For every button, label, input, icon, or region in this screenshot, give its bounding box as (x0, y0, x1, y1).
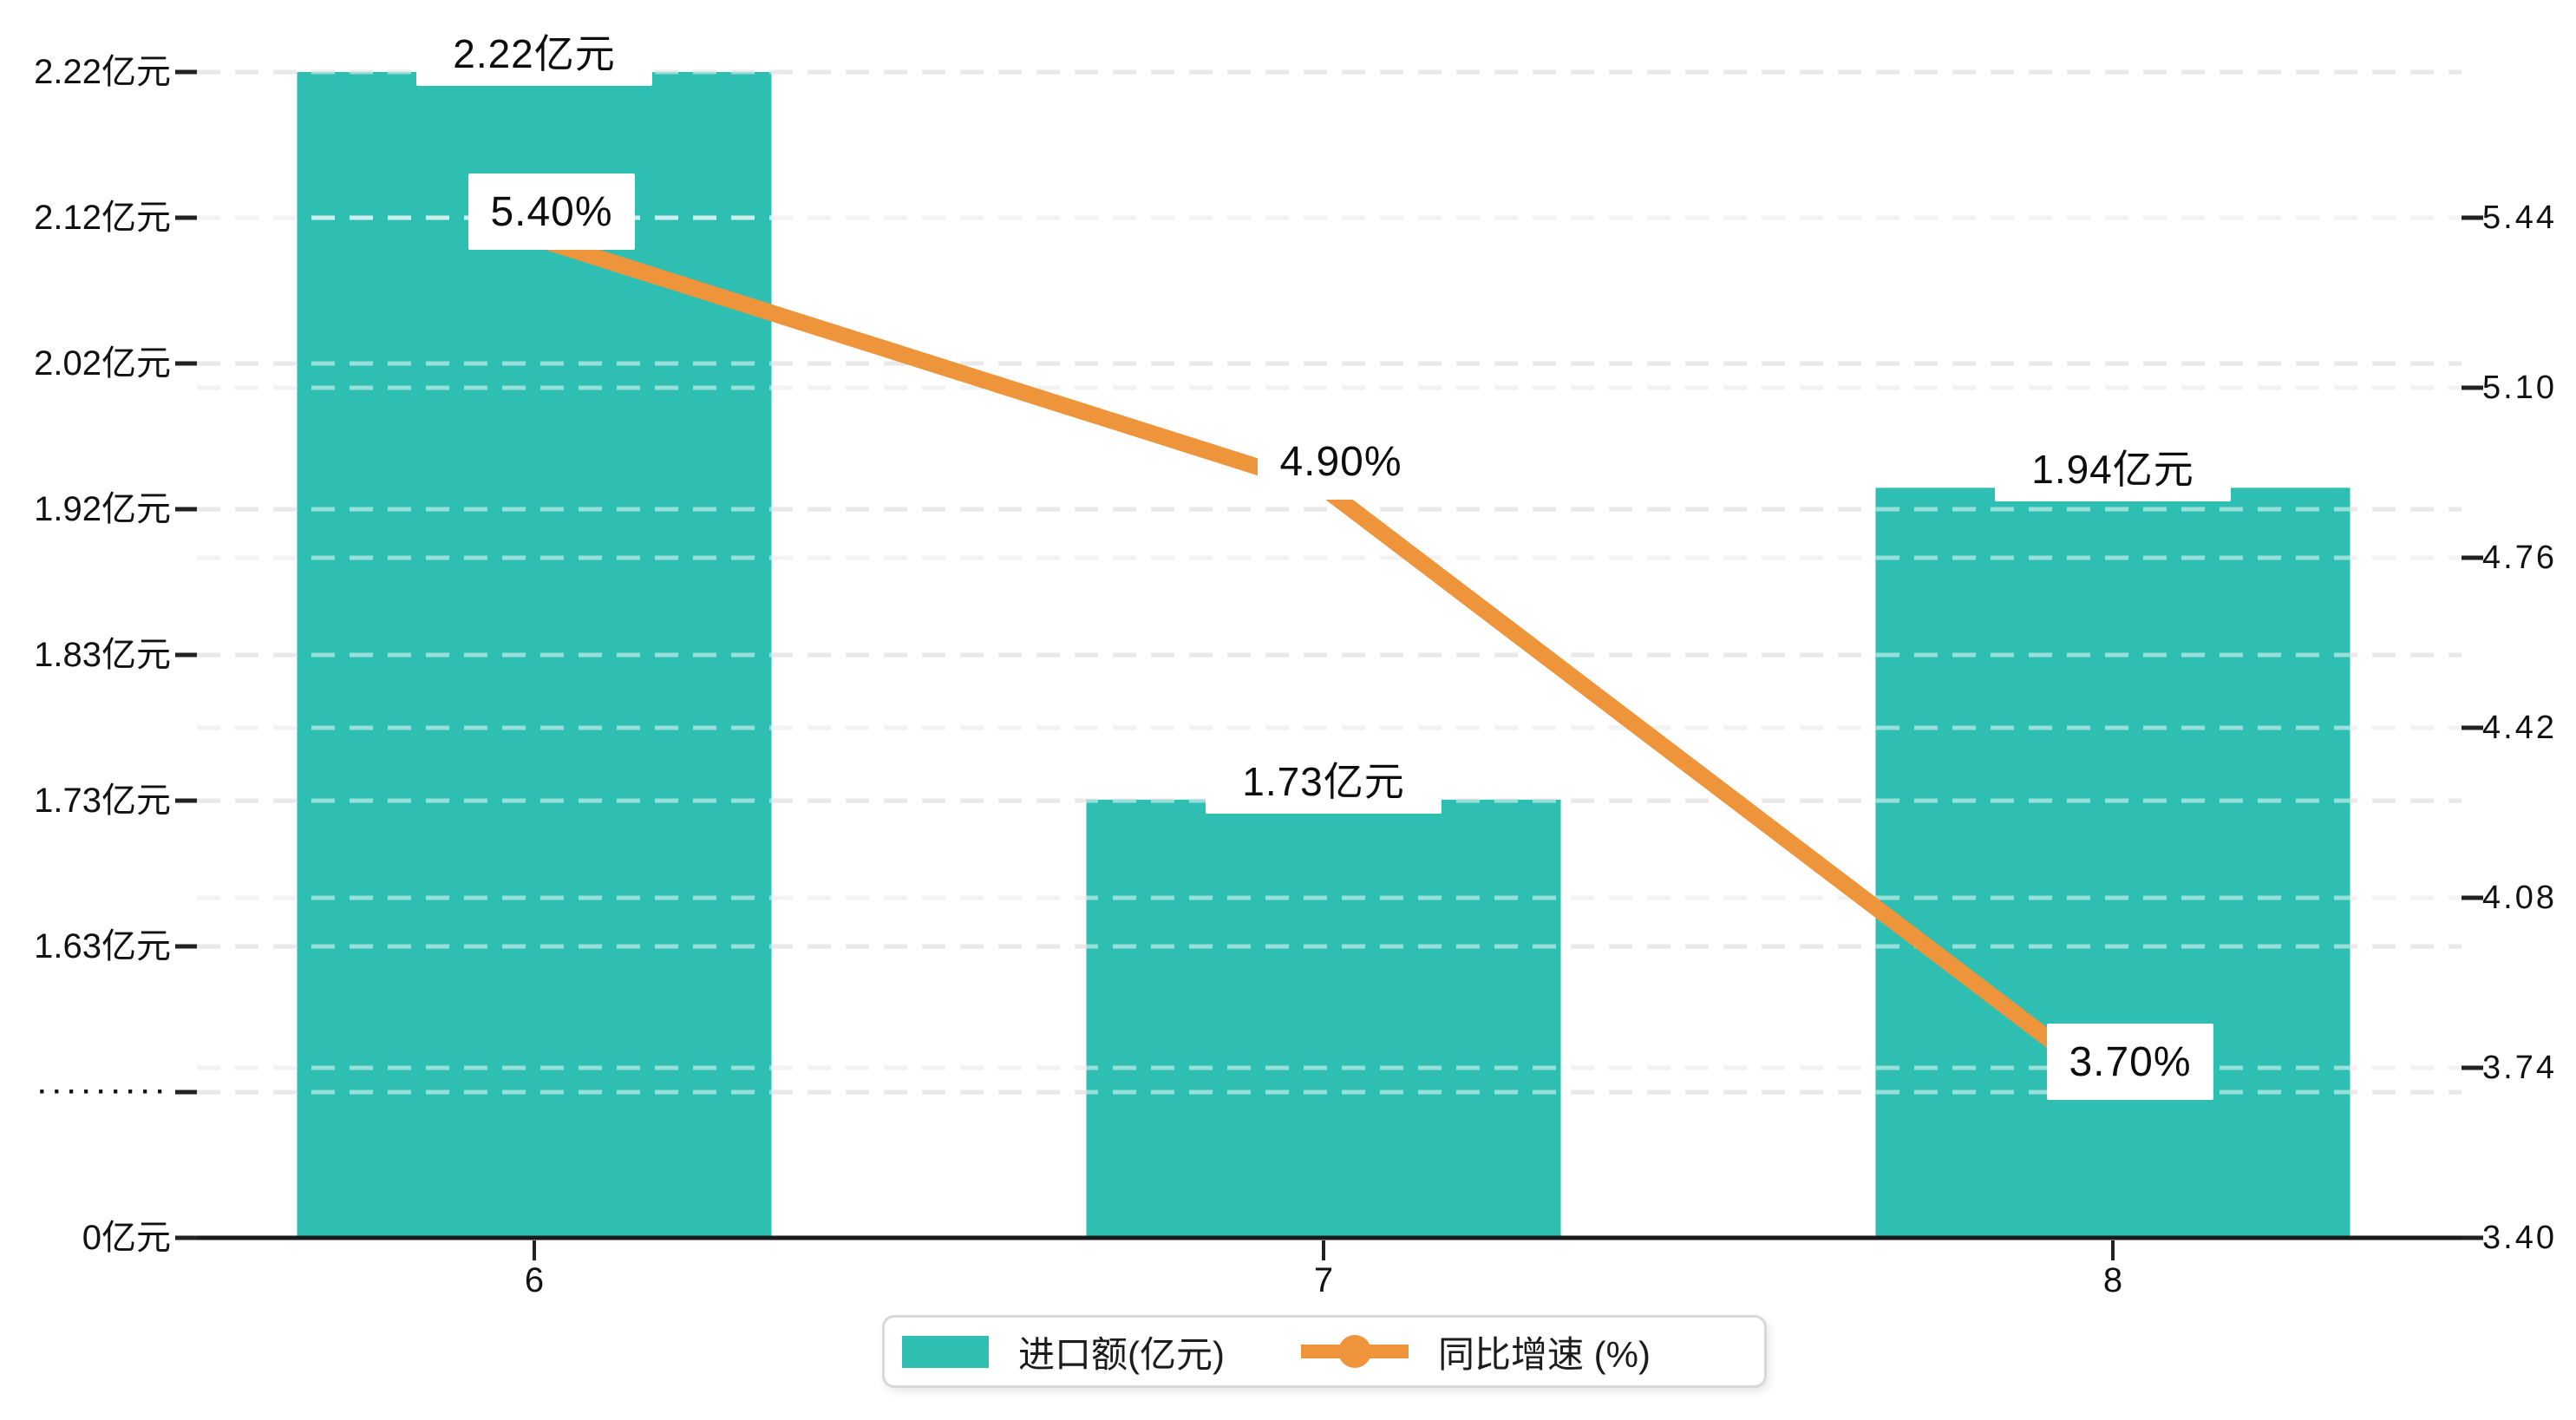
legend-label-growth-rate: 同比增速 (%) (1437, 1333, 1651, 1375)
line-series-swatch-icon (1300, 1332, 1409, 1371)
bar-month-7[interactable] (1086, 799, 1561, 1236)
bar-value-label-6: 2.22亿元 (416, 16, 652, 86)
right-axis-label-5: 3.74 (2482, 1050, 2557, 1086)
right-axis-label-3: 4.42 (2482, 710, 2557, 746)
left-axis-label-2: 2.02亿元 (34, 344, 171, 383)
bar-series-swatch-icon (902, 1335, 989, 1368)
x-axis-label-8: 8 (2102, 1261, 2123, 1299)
growth-point-label-8: 3.70% (2047, 1024, 2213, 1101)
left-axis-label-8: 0亿元 (82, 1219, 171, 1257)
left-axis-label-4: 1.83亿元 (34, 636, 171, 674)
right-axis-label-2: 4.76 (2482, 540, 2557, 576)
growth-point-label-7: 4.90% (1258, 423, 1424, 501)
right-axis-label-1: 5.10 (2482, 370, 2557, 406)
legend-item-growth-rate[interactable]: 同比增速 (%) (1225, 1318, 1651, 1385)
bar-value-label-7: 1.73亿元 (1206, 743, 1442, 814)
right-axis-label-0: 5.44 (2482, 200, 2557, 236)
legend-label-import-amount: 进口额(亿元) (1018, 1333, 1225, 1375)
left-axis-label-6: 1.63亿元 (34, 927, 171, 965)
bar-value-label-8: 1.94亿元 (1995, 432, 2231, 502)
right-axis-label-6: 3.40 (2482, 1220, 2557, 1256)
x-axis-label-6: 6 (524, 1261, 545, 1299)
left-axis-label-5: 1.73亿元 (34, 782, 171, 820)
left-axis-label-1: 2.12亿元 (34, 199, 171, 237)
line-swatch-dot (1337, 1335, 1371, 1368)
left-axis-label-0: 2.22亿元 (34, 53, 171, 91)
bar-month-8[interactable] (1875, 488, 2350, 1236)
legend-item-import-amount[interactable]: 进口额(亿元) (885, 1318, 1225, 1385)
x-axis-label-7: 7 (1313, 1261, 1334, 1299)
right-axis-label-4: 4.08 (2482, 880, 2557, 916)
chart-legend: 进口额(亿元) 同比增速 (%) (882, 1315, 1767, 1388)
bar-month-6[interactable] (297, 72, 772, 1236)
left-axis-break-dots: ········· (38, 1077, 171, 1106)
left-axis-label-3: 1.92亿元 (34, 490, 171, 528)
growth-point-label-6: 5.40% (468, 173, 635, 251)
